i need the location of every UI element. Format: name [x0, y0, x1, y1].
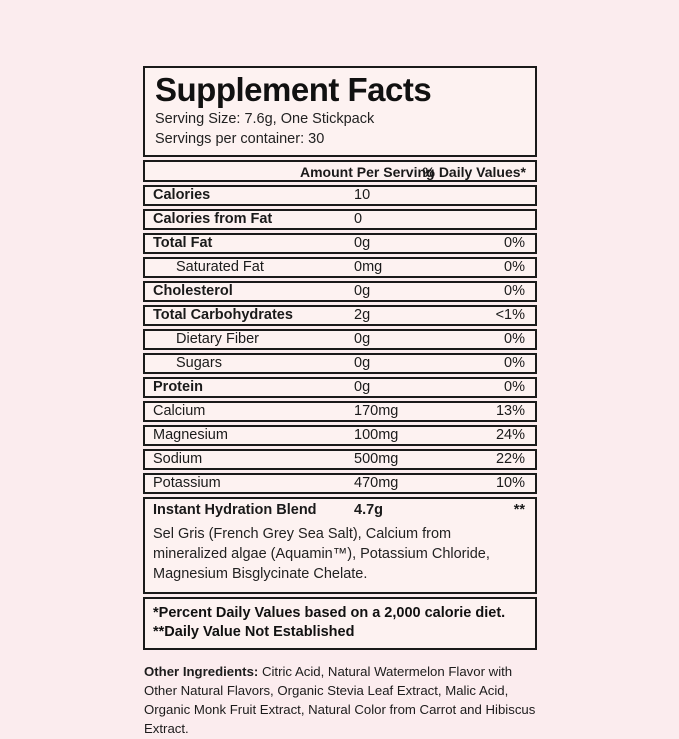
nutrient-amount: 0mg — [354, 258, 383, 275]
nutrient-daily-value: 0% — [504, 330, 525, 347]
nutrient-amount: 0g — [354, 330, 371, 347]
nutrient-name: Dietary Fiber — [176, 330, 259, 347]
nutrient-row: Calories 10 — [143, 184, 537, 206]
nutrient-daily-value: 22% — [495, 450, 525, 467]
nutrient-amount: 10 — [354, 186, 371, 203]
nutrient-name: Saturated Fat — [176, 258, 264, 275]
nutrient-row: Potassium 470mg 10% — [143, 472, 537, 494]
nutrient-name: Sodium — [153, 450, 203, 467]
nutrient-row: Cholesterol 0g 0% — [143, 280, 537, 302]
nutrient-daily-value: 0% — [504, 354, 525, 371]
nutrient-name: Protein — [153, 378, 203, 395]
nutrient-daily-value: 10% — [495, 474, 525, 491]
nutrient-row: Calories from Fat 0 — [143, 208, 537, 230]
nutrient-name: Calories — [153, 186, 211, 203]
nutrient-amount: 470mg — [354, 474, 399, 491]
serving-size-text: Serving Size: 7.6g, One Stickpack — [155, 110, 375, 127]
column-header-row: Amount Per Serving % Daily Values* — [143, 159, 537, 182]
facts-rows: Calories 10 Calories from Fat 0 Total Fat 0g 0… — [143, 184, 537, 494]
nutrient-name: Potassium — [153, 474, 221, 491]
servings-per-container-text: Servings per container: 30 — [155, 130, 325, 147]
footnote-not-established: **Daily Value Not Established — [153, 623, 355, 640]
nutrient-name: Sugars — [176, 354, 222, 371]
supplement-facts-label: Supplement Facts Serving Size: 7.6g, One… — [143, 66, 537, 739]
nutrient-amount: 500mg — [354, 450, 399, 467]
nutrient-amount: 100mg — [354, 426, 399, 443]
blend-name: Instant Hydration Blend — [153, 501, 317, 518]
nutrient-daily-value: 0% — [504, 258, 525, 275]
footnote-panel: *Percent Daily Values based on a 2,000 c… — [143, 596, 537, 651]
nutrient-row: Total Fat 0g 0% — [143, 232, 537, 254]
blend-description: Sel Gris (French Grey Sea Salt), Calcium… — [153, 525, 490, 583]
nutrient-amount: 170mg — [354, 402, 399, 419]
nutrient-name: Magnesium — [153, 426, 228, 443]
footnote-daily-values: *Percent Daily Values based on a 2,000 c… — [153, 604, 506, 621]
nutrient-amount: 0g — [354, 234, 371, 251]
column-header-daily-value: % Daily Values* — [422, 163, 526, 180]
nutrient-name: Total Fat — [153, 234, 213, 251]
nutrient-daily-value: 0% — [504, 282, 525, 299]
nutrient-row: Total Carbohydrates 2g <1% — [143, 304, 537, 326]
nutrient-daily-value: 24% — [495, 426, 525, 443]
nutrient-amount: 0g — [354, 354, 371, 371]
nutrient-amount: 2g — [354, 306, 371, 323]
blend-amount: 4.7g — [354, 501, 384, 518]
nutrient-row: Sugars 0g 0% — [143, 352, 537, 374]
nutrient-amount: 0 — [354, 210, 363, 227]
nutrient-name: Calcium — [153, 402, 206, 419]
nutrient-row: Protein 0g 0% — [143, 376, 537, 398]
other-ingredients: Other Ingredients: Citric Acid, Natural … — [143, 662, 537, 739]
nutrient-amount: 0g — [354, 282, 371, 299]
nutrient-daily-value: 13% — [495, 402, 525, 419]
column-header-amount: Amount Per Serving — [300, 163, 435, 180]
blend-panel: Instant Hydration Blend 4.7g ** Sel Gris… — [143, 496, 537, 594]
nutrient-daily-value: 0% — [504, 234, 525, 251]
nutrient-row: Magnesium 100mg 24% — [143, 424, 537, 446]
nutrient-amount: 0g — [354, 378, 371, 395]
nutrient-name: Total Carbohydrates — [153, 306, 293, 323]
nutrient-name: Cholesterol — [153, 282, 233, 299]
nutrient-row: Sodium 500mg 22% — [143, 448, 537, 470]
label-title: Supplement Facts — [155, 71, 432, 108]
nutrient-row: Saturated Fat 0mg 0% — [143, 256, 537, 278]
label-header-panel: Supplement Facts Serving Size: 7.6g, One… — [143, 66, 537, 157]
nutrient-name: Calories from Fat — [153, 210, 273, 227]
nutrient-daily-value: <1% — [495, 306, 525, 323]
nutrient-daily-value: 0% — [504, 378, 525, 395]
product-label-image: { "colors": { "page_background": "#fbece… — [143, 66, 537, 737]
blend-header-row: Instant Hydration Blend 4.7g ** — [145, 499, 535, 524]
nutrient-row: Calcium 170mg 13% — [143, 400, 537, 422]
nutrient-row: Dietary Fiber 0g 0% — [143, 328, 537, 350]
other-ingredients-label: Other Ingredients: — [144, 664, 259, 680]
blend-dv: ** — [513, 501, 525, 518]
